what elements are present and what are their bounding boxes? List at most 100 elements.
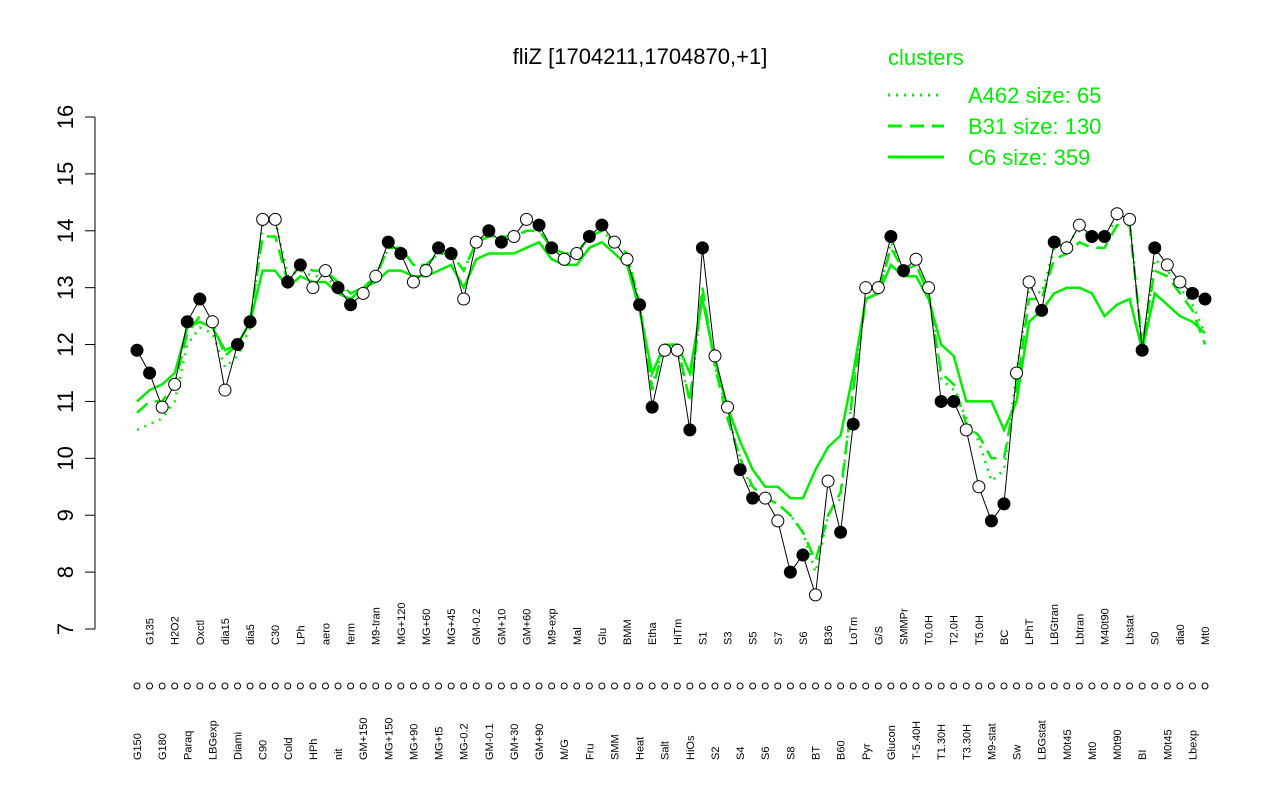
rug-marker xyxy=(824,682,832,690)
x-tick-label: M0t45 xyxy=(1062,729,1074,760)
x-tick-label: GM+90 xyxy=(534,724,546,760)
x-tick-label: G150 xyxy=(132,733,144,760)
x-tick-label: GM+10 xyxy=(496,609,508,645)
rug-marker xyxy=(1038,682,1046,690)
x-tick-label: Cold xyxy=(283,737,295,760)
x-tick-label: S6 xyxy=(760,747,772,760)
x-tick-label: S7 xyxy=(773,632,785,645)
rug-marker xyxy=(799,682,807,690)
data-point xyxy=(394,247,408,261)
x-tick-label: M0t45 xyxy=(1162,729,1174,760)
x-tick-label: Lbexp xyxy=(1187,730,1199,760)
data-point xyxy=(633,298,647,312)
data-point xyxy=(746,491,760,505)
y-tick-label: 12 xyxy=(53,332,78,356)
data-point xyxy=(306,281,320,295)
data-point xyxy=(168,377,182,391)
x-tick-label: HiTm xyxy=(672,619,684,645)
x-tick-label: GM-0.1 xyxy=(484,723,496,760)
data-point xyxy=(884,229,898,243)
x-tick-label: Glucon xyxy=(886,725,898,760)
rug-marker xyxy=(749,682,757,690)
x-tick-label: H2O2 xyxy=(170,616,182,645)
rug-marker xyxy=(1050,682,1058,690)
x-tick-label: C30 xyxy=(270,625,282,645)
rug-marker xyxy=(485,682,493,690)
data-point xyxy=(231,338,245,352)
data-point xyxy=(419,264,433,278)
x-tick-label: T-5.40H xyxy=(911,721,923,760)
x-tick-label: Paraq xyxy=(182,731,194,760)
x-tick-label: Glu xyxy=(597,628,609,645)
x-tick-label: HPh xyxy=(308,739,320,760)
rug-marker xyxy=(1126,682,1134,690)
x-tick-label: Lbstat xyxy=(1125,615,1137,645)
x-tick-label: S0 xyxy=(1150,632,1162,645)
x-tick-label: Lbtran xyxy=(1074,614,1086,645)
data-point xyxy=(1135,343,1149,357)
data-point xyxy=(909,252,923,266)
legend-label: A462 size: 65 xyxy=(968,83,1101,108)
x-tick-label: B60 xyxy=(836,740,848,760)
data-point xyxy=(532,218,546,232)
rug-marker xyxy=(560,682,568,690)
rug-marker xyxy=(912,682,920,690)
legend-label: B31 size: 130 xyxy=(968,114,1101,139)
x-tick-label: GM-0.2 xyxy=(471,608,483,645)
data-point xyxy=(846,417,860,431)
rug-marker xyxy=(259,682,267,690)
rug-marker xyxy=(585,682,593,690)
data-point xyxy=(205,315,219,329)
rug-marker xyxy=(447,682,455,690)
x-tick-label: G/S xyxy=(873,626,885,645)
data-point xyxy=(432,241,446,255)
rug-marker xyxy=(347,682,355,690)
x-tick-label: HiOs xyxy=(685,735,697,760)
x-tick-label: MG+150 xyxy=(383,718,395,761)
data-point xyxy=(859,281,873,295)
data-point xyxy=(482,224,496,238)
rug-marker xyxy=(673,682,681,690)
x-tick-label: M9-stat xyxy=(986,723,998,760)
x-tick-label: Salt xyxy=(660,741,672,760)
rug-marker xyxy=(950,682,958,690)
rug-marker xyxy=(736,682,744,690)
data-point xyxy=(406,275,420,289)
x-tick-label: MG-0.2 xyxy=(459,723,471,760)
rug-marker xyxy=(271,682,279,690)
x-tick-label: MG+t5 xyxy=(434,727,446,760)
data-point xyxy=(155,400,169,414)
data-point xyxy=(557,252,571,266)
rug-marker xyxy=(661,682,669,690)
x-tick-label: T2.0H xyxy=(949,615,961,645)
rug-marker xyxy=(887,682,895,690)
data-point xyxy=(1148,241,1162,255)
rug-marker xyxy=(535,682,543,690)
x-tick-label: BT xyxy=(810,746,822,760)
data-point xyxy=(570,247,584,261)
x-tick-label: Pyr xyxy=(861,743,873,760)
data-point xyxy=(469,235,483,249)
x-tick-label: LBGtran xyxy=(1049,604,1061,645)
x-tick-label: LBGexp xyxy=(207,720,219,760)
rug-marker xyxy=(309,682,317,690)
data-point xyxy=(243,315,257,329)
data-point xyxy=(369,269,383,283)
x-tick-label: M40t90 xyxy=(1099,608,1111,645)
x-tick-label: T3.30H xyxy=(961,724,973,760)
rug-marker xyxy=(899,682,907,690)
data-point xyxy=(758,491,772,505)
x-tick-label: M/G xyxy=(559,739,571,760)
data-point xyxy=(1173,275,1187,289)
rug-marker xyxy=(183,682,191,690)
y-tick-label: 13 xyxy=(53,275,78,299)
data-point xyxy=(281,275,295,289)
rug-marker xyxy=(862,682,870,690)
x-tick-label: M0t90 xyxy=(1112,729,1124,760)
data-point xyxy=(834,525,848,539)
x-tick-label: LPhT xyxy=(1024,618,1036,645)
x-tick-label: Diami xyxy=(233,732,245,760)
y-tick-label: 15 xyxy=(53,162,78,186)
data-point xyxy=(331,281,345,295)
rug-marker xyxy=(849,682,857,690)
